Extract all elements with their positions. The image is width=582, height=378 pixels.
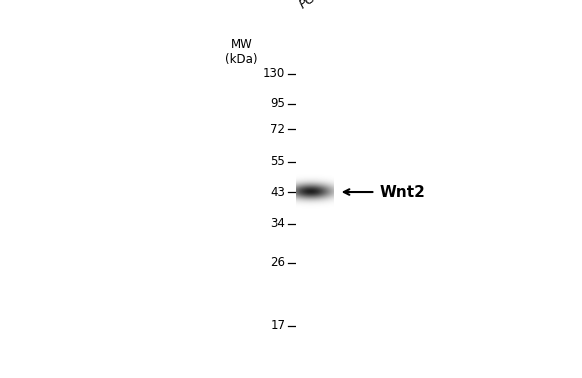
- Text: 130: 130: [263, 67, 285, 80]
- Text: Wnt2: Wnt2: [379, 184, 425, 200]
- Text: PG-4: PG-4: [297, 0, 329, 11]
- Text: MW
(kDa): MW (kDa): [225, 38, 258, 66]
- Text: 17: 17: [270, 319, 285, 332]
- Text: 72: 72: [270, 123, 285, 136]
- Text: 34: 34: [270, 217, 285, 230]
- Text: 95: 95: [270, 98, 285, 110]
- Text: 26: 26: [270, 256, 285, 269]
- Text: 55: 55: [271, 155, 285, 168]
- Text: 43: 43: [270, 186, 285, 198]
